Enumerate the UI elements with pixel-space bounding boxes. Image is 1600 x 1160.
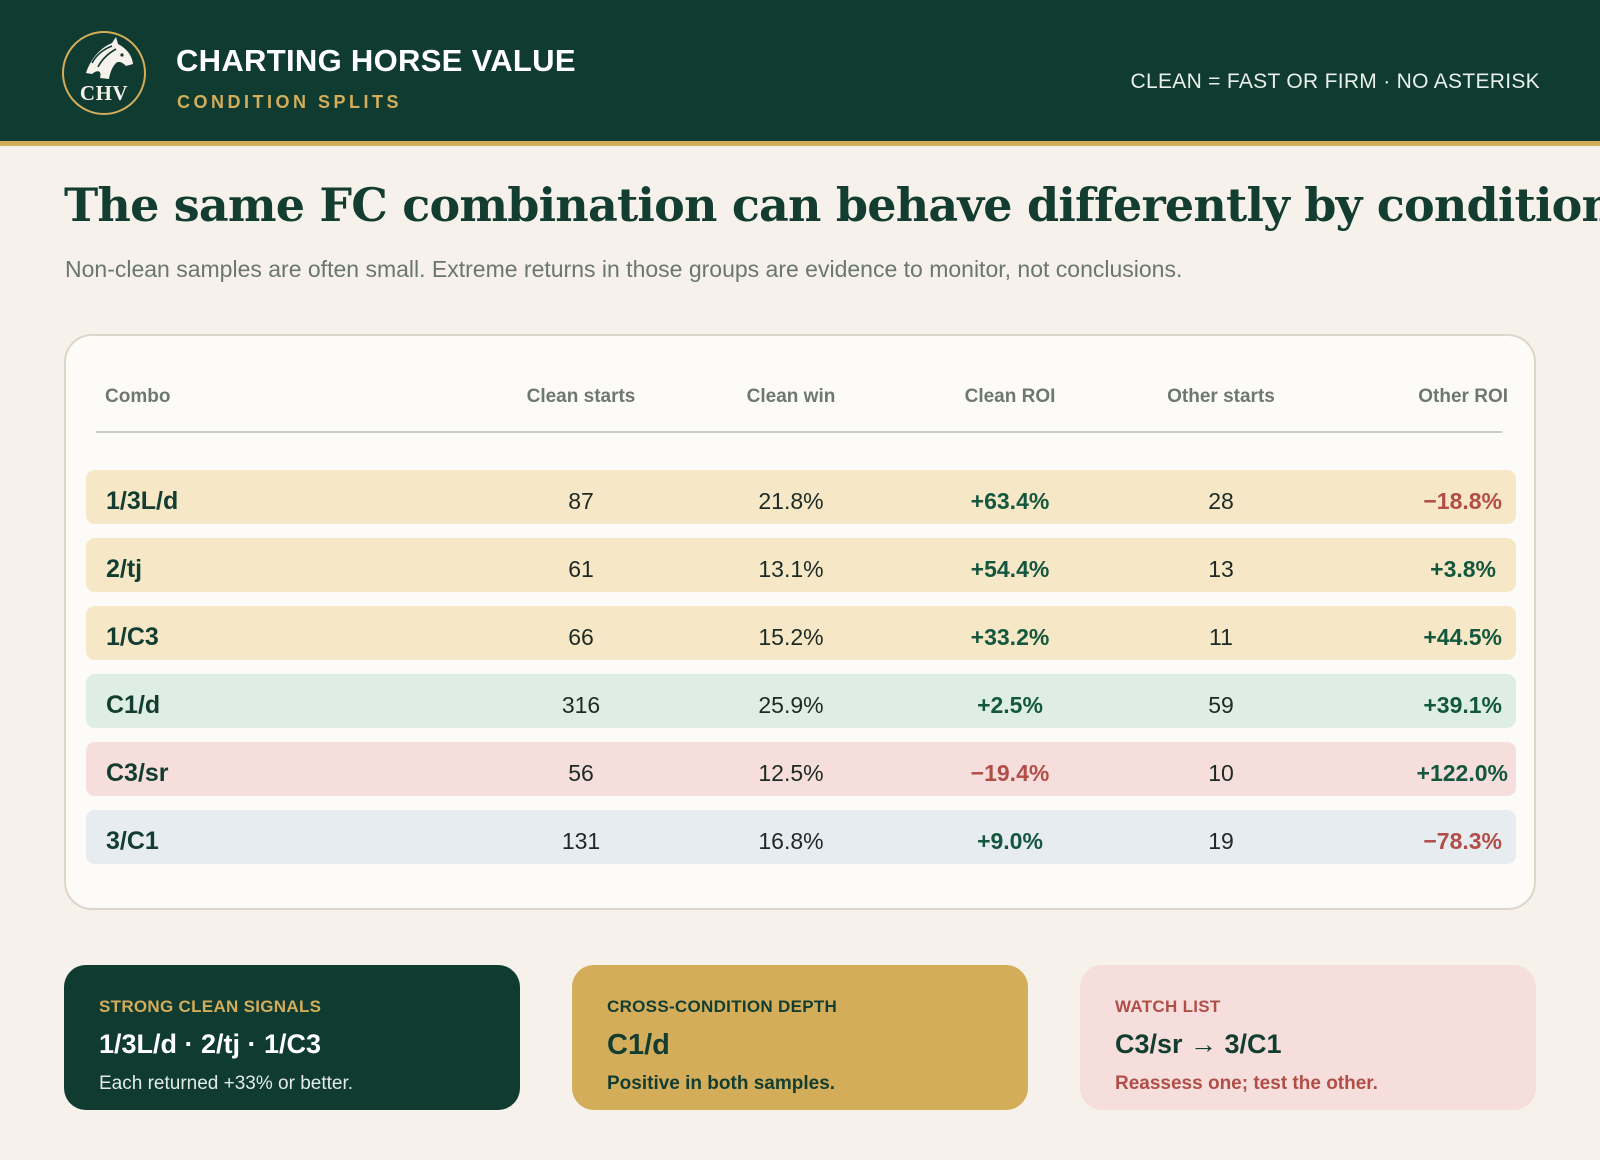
other-roi-cell: +122.0% [1416, 760, 1508, 786]
card-value: C1/d [607, 1029, 670, 1061]
clean-starts-cell: 131 [561, 828, 601, 854]
clean-starts-cell: 87 [568, 488, 594, 514]
clean-win-cell: 25.9% [758, 692, 824, 718]
clean-win-cell: 16.8% [758, 828, 824, 854]
header-divider [96, 431, 1502, 433]
table-row: 1/3L/d 87 21.8% +63.4% 28 −18.8% [86, 470, 1516, 524]
clean-roi-cell: +63.4% [970, 488, 1050, 514]
column-header-other-roi: Other ROI [1418, 386, 1508, 407]
other-roi-cell: +44.5% [1423, 624, 1502, 650]
clean-starts-cell: 66 [568, 624, 594, 650]
column-header-combo: Combo [105, 386, 171, 407]
combo-cell: 2/tj [106, 555, 143, 583]
column-header-clean-starts: Clean starts [526, 386, 636, 407]
page-header: CHV CHARTING HORSE VALUE CONDITION SPLIT… [0, 0, 1600, 146]
other-starts-cell: 10 [1208, 760, 1234, 786]
table-row: C1/d 316 25.9% +2.5% 59 +39.1% [86, 674, 1516, 728]
logo-text: CHV [79, 81, 129, 105]
strong-signals-card: STRONG CLEAN SIGNALS 1/3L/d · 2/tj · 1/C… [64, 965, 520, 1110]
clean-win-cell: 15.2% [758, 624, 824, 650]
other-roi-cell: −78.3% [1423, 828, 1502, 854]
other-starts-cell: 13 [1208, 556, 1234, 582]
clean-win-cell: 12.5% [758, 760, 824, 786]
table-row: C3/sr 56 12.5% −19.4% 10 +122.0% [86, 742, 1516, 796]
clean-roi-cell: −19.4% [970, 760, 1050, 786]
card-value: 1/3L/d · 2/tj · 1/C3 [99, 1029, 322, 1059]
clean-roi-cell: +2.5% [977, 692, 1043, 718]
card-note: Reassess one; test the other. [1115, 1073, 1378, 1094]
card-note: Each returned +33% or better. [99, 1073, 354, 1094]
condition-table: Combo Clean starts Clean win Clean ROI O… [64, 334, 1536, 910]
card-value: C3/sr → 3/C1 [1115, 1029, 1282, 1059]
chv-logo: CHV [62, 31, 146, 115]
other-starts-cell: 11 [1209, 624, 1233, 650]
header-note: CLEAN = FAST OR FIRM · NO ASTERISK [1130, 70, 1540, 93]
column-header-clean-win: Clean win [746, 386, 836, 407]
column-header-clean-roi: Clean ROI [964, 386, 1056, 407]
other-roi-cell: +39.1% [1423, 692, 1502, 718]
table-row: 2/tj 61 13.1% +54.4% 13 +3.8% [86, 538, 1516, 592]
other-starts-cell: 59 [1208, 692, 1234, 718]
brand-title: CHARTING HORSE VALUE [176, 43, 576, 78]
clean-win-cell: 21.8% [758, 488, 824, 514]
card-label: CROSS-CONDITION DEPTH [607, 997, 838, 1016]
combo-cell: C3/sr [106, 759, 169, 787]
page-subheading: Non-clean samples are often small. Extre… [65, 256, 1183, 282]
other-starts-cell: 19 [1208, 828, 1234, 854]
horse-head-icon [86, 37, 133, 79]
clean-roi-cell: +33.2% [970, 624, 1050, 650]
combo-cell: 1/3L/d [106, 487, 179, 515]
clean-roi-cell: +9.0% [977, 828, 1043, 854]
clean-win-cell: 13.1% [758, 556, 824, 582]
card-label: STRONG CLEAN SIGNALS [99, 997, 322, 1016]
brand-subtitle: CONDITION SPLITS [177, 92, 403, 112]
clean-starts-cell: 61 [568, 556, 594, 582]
other-starts-cell: 28 [1208, 488, 1234, 514]
card-note: Positive in both samples. [607, 1073, 836, 1094]
cross-condition-card: CROSS-CONDITION DEPTH C1/d Positive in b… [572, 965, 1028, 1110]
combo-cell: C1/d [106, 691, 161, 719]
other-roi-cell: −18.8% [1423, 488, 1502, 514]
table-row: 1/C3 66 15.2% +33.2% 11 +44.5% [86, 606, 1516, 660]
table-row: 3/C1 131 16.8% +9.0% 19 −78.3% [86, 810, 1516, 864]
card-label: WATCH LIST [1115, 997, 1221, 1016]
combo-cell: 3/C1 [106, 827, 159, 855]
watch-list-card: WATCH LIST C3/sr → 3/C1 Reassess one; te… [1080, 965, 1536, 1110]
clean-starts-cell: 56 [568, 760, 594, 786]
page-headline: The same FC combination can behave diffe… [64, 178, 1600, 232]
clean-starts-cell: 316 [561, 692, 601, 718]
combo-cell: 1/C3 [106, 623, 159, 651]
other-roi-cell: +3.8% [1430, 556, 1496, 582]
clean-roi-cell: +54.4% [970, 556, 1050, 582]
column-header-other-starts: Other starts [1167, 386, 1275, 407]
